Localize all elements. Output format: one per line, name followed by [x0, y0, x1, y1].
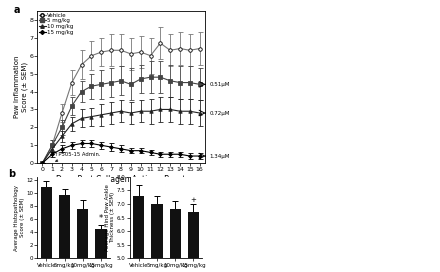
Bar	[59, 195, 70, 258]
X-axis label: Days Post Collagen Antigen Boost: Days Post Collagen Antigen Boost	[56, 175, 186, 184]
Text: 0.72μM: 0.72μM	[209, 110, 230, 116]
Text: b: b	[8, 169, 15, 179]
Text: 0.51μM: 0.51μM	[209, 82, 230, 87]
Bar	[188, 212, 199, 272]
Y-axis label: Average Hind Paw Ankle
Thickness (± SEM): Average Hind Paw Ankle Thickness (± SEM)	[105, 184, 115, 251]
Y-axis label: Average Histopathology
Score (± SEM): Average Histopathology Score (± SEM)	[14, 185, 25, 251]
Text: ↑P505-15 Admin.: ↑P505-15 Admin.	[54, 152, 101, 162]
Legend: Vehicle, 5 mg/kg, 10 mg/kg, 15 mg/kg: Vehicle, 5 mg/kg, 10 mg/kg, 15 mg/kg	[39, 12, 74, 36]
Text: a: a	[14, 5, 21, 15]
Text: +: +	[191, 197, 196, 203]
Bar	[169, 209, 181, 272]
Text: *: *	[99, 214, 103, 223]
Bar	[151, 204, 163, 272]
Y-axis label: Paw Inflammation
Score (± SEM): Paw Inflammation Score (± SEM)	[15, 56, 28, 118]
Bar	[77, 209, 88, 258]
Bar	[95, 229, 107, 258]
Bar	[133, 196, 144, 272]
Bar	[40, 187, 52, 258]
Text: 1.34μM: 1.34μM	[209, 153, 230, 159]
